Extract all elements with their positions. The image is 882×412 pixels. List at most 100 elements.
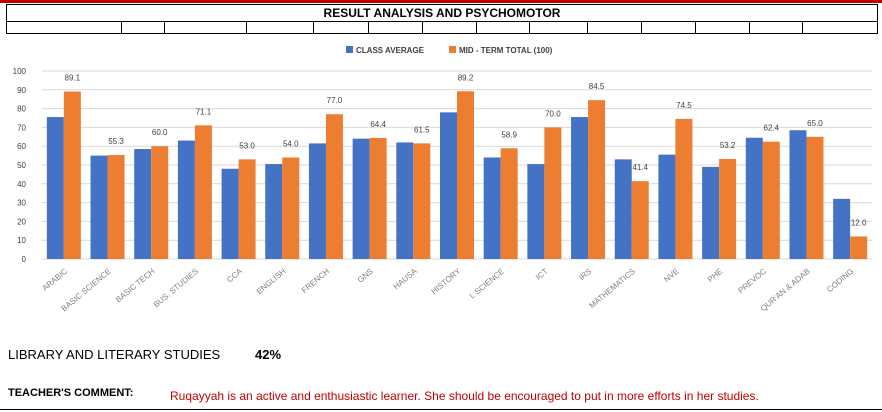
x-tick-label: MATHEMATICS	[588, 267, 637, 311]
chart-bars	[46, 91, 868, 260]
y-tick-label: 60	[17, 142, 26, 151]
bar-mid-term-total	[588, 100, 606, 259]
data-label: 53.2	[720, 141, 736, 150]
data-label: 74.5	[676, 101, 692, 110]
y-tick-label: 20	[17, 217, 26, 226]
legend-swatch-0	[346, 46, 353, 53]
bar-mid-term-total	[413, 143, 431, 259]
header-grid-cell	[749, 22, 750, 33]
bar-mid-term-total	[675, 118, 693, 259]
bar-mid-term-total	[500, 148, 518, 259]
bar-mid-term-total	[631, 181, 649, 259]
bar-class-average	[571, 117, 589, 259]
data-label: 77.0	[327, 96, 343, 105]
data-label: 89.2	[458, 73, 474, 82]
header-grid-row	[6, 21, 878, 34]
bar-class-average	[527, 164, 545, 259]
data-label: 84.5	[589, 82, 605, 91]
bottom-border	[0, 409, 882, 410]
y-tick-label: 10	[17, 236, 26, 245]
y-tick-label: 30	[17, 199, 26, 208]
result-chart-svg: CLASS AVERAGE MID - TERM TOTAL (100) 100 9…	[13, 46, 872, 313]
x-tick-label: CCA	[225, 266, 244, 284]
x-tick-label: HISTORY	[429, 266, 462, 296]
x-tick-label: ICT	[534, 267, 550, 282]
data-label: 89.1	[65, 73, 81, 82]
bar-class-average	[440, 112, 457, 259]
chart-legend: CLASS AVERAGE MID - TERM TOTAL (100)	[346, 46, 553, 55]
bar-class-average	[134, 149, 152, 259]
header-grid-cell	[476, 22, 477, 33]
chart-data-labels: 89.1 55.3 60.0 71.1 53.0 54.0 77.0 64.4 61.5 89.2…	[65, 73, 867, 227]
bar-class-average	[789, 130, 807, 259]
library-label: LIBRARY AND LITERARY STUDIES	[8, 347, 221, 362]
x-tick-label: NVE	[662, 267, 680, 284]
y-tick-label: 100	[13, 67, 27, 76]
bar-class-average	[177, 140, 195, 259]
bar-mid-term-total	[107, 155, 125, 259]
data-label: 53.0	[239, 141, 255, 150]
data-label: 60.0	[152, 128, 168, 137]
header-grid-cell	[246, 22, 247, 33]
x-tick-label: PHE	[706, 267, 724, 284]
bar-mid-term-total	[719, 158, 737, 259]
bar-mid-term-total	[325, 114, 343, 260]
legend-swatch-1	[449, 46, 456, 53]
result-chart: CLASS AVERAGE MID - TERM TOTAL (100) 100 9…	[6, 34, 878, 334]
x-tick-label: ENGLISH	[255, 266, 288, 296]
x-tick-label: BASIC TECH	[114, 267, 157, 305]
bar-mid-term-total	[238, 159, 256, 259]
header-grid-cell	[164, 22, 165, 33]
bar-mid-term-total	[762, 141, 780, 259]
y-tick-label: 80	[17, 105, 26, 114]
y-tick-label: 50	[17, 161, 26, 170]
x-tick-label: CODING	[825, 267, 855, 294]
x-tick-label: I. SCIENCE	[468, 267, 506, 301]
y-tick-label: 40	[17, 180, 26, 189]
x-tick-label: GNS	[356, 267, 375, 285]
data-label: 41.4	[632, 163, 648, 172]
bar-mid-term-total	[850, 236, 868, 259]
bar-class-average	[833, 198, 851, 259]
bar-mid-term-total	[457, 91, 474, 259]
bar-mid-term-total	[369, 137, 387, 259]
header-grid-cell	[422, 22, 423, 33]
x-tick-label: HAUSA	[392, 266, 419, 291]
data-label: 70.0	[545, 109, 561, 118]
bar-class-average	[308, 143, 326, 259]
y-tick-label: 90	[17, 86, 26, 95]
data-label: 55.3	[108, 137, 124, 146]
y-tick-label: 70	[17, 123, 26, 132]
bar-mid-term-total	[194, 125, 212, 259]
bar-mid-term-total	[806, 136, 824, 259]
bar-class-average	[396, 142, 414, 259]
teacher-comment-label: TEACHER'S COMMENT:	[8, 387, 134, 399]
bar-mid-term-total	[151, 146, 169, 259]
legend-label-0: CLASS AVERAGE	[356, 46, 425, 55]
header-grid-cell	[802, 22, 803, 33]
report-title: RESULT ANALYSIS AND PSYCHOMOTOR	[6, 4, 878, 21]
data-label: 61.5	[414, 125, 430, 134]
data-label: 71.1	[196, 107, 212, 116]
bar-class-average	[745, 137, 763, 259]
bar-mid-term-total	[282, 157, 300, 259]
teacher-comment-text: Ruqayyah is an active and enthusiastic l…	[170, 389, 759, 403]
top-accent-line	[0, 0, 882, 3]
data-label: 65.0	[807, 119, 823, 128]
data-label: 62.4	[764, 124, 780, 133]
header-grid-cell	[313, 22, 314, 33]
bar-class-average	[90, 155, 108, 259]
bar-class-average	[221, 168, 239, 259]
x-tick-label: ARABIC	[41, 267, 70, 293]
bar-mid-term-total	[544, 127, 562, 260]
bar-class-average	[352, 138, 370, 259]
header-grid-cell	[587, 22, 588, 33]
header-grid-cell	[695, 22, 696, 33]
x-tick-label: IRS	[577, 267, 593, 282]
header-grid-cell	[529, 22, 530, 33]
library-value: 42%	[255, 347, 282, 362]
bar-class-average	[702, 166, 720, 259]
data-label: 64.4	[370, 120, 386, 129]
